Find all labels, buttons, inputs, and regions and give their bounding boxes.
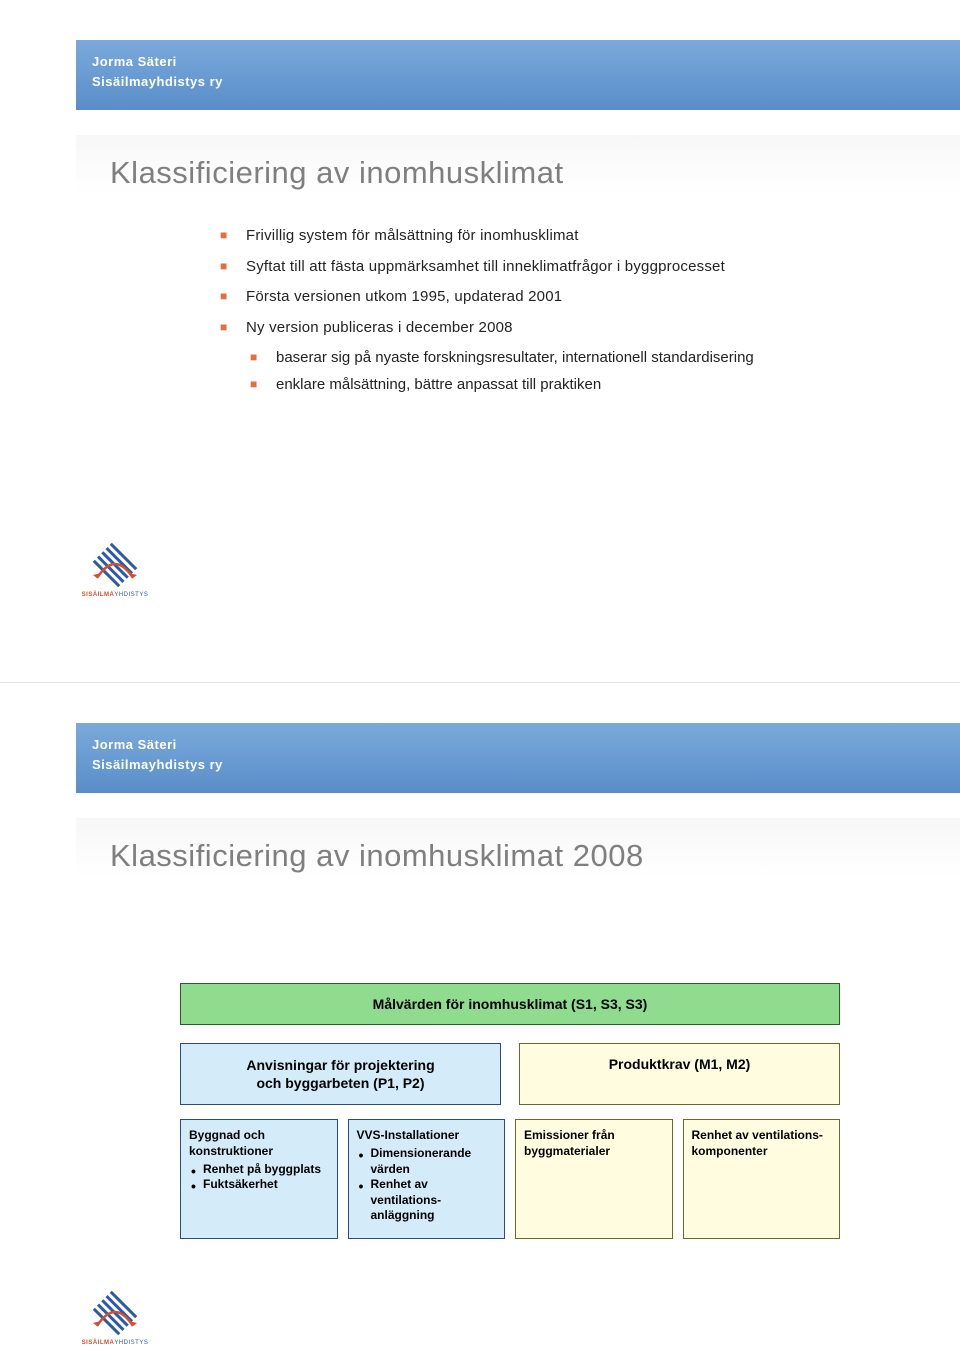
slide-2: Jorma Säteri Sisäilmayhdistys ry Klassif… (0, 683, 960, 1367)
org-logo: SISÄILMAYHDISTYS (80, 540, 150, 598)
logo-text: SISÄILMAYHDISTYS (80, 592, 150, 598)
bullet-item: Syftat till att fästa uppmärksamhet till… (220, 256, 870, 279)
mid-box-guidelines: Anvisningar för projektering och byggarb… (180, 1043, 501, 1105)
mid-box-product-req: Produktkrav (M1, M2) (519, 1043, 840, 1105)
logo-icon (85, 1288, 145, 1338)
header-band: Jorma Säteri Sisäilmayhdistys ry (76, 723, 960, 793)
bullet-item: Frivillig system för målsättning för ino… (220, 225, 870, 248)
bottom-box-vvs: VVS-Installationer Dimensionerande värde… (348, 1119, 506, 1239)
header-band: Jorma Säteri Sisäilmayhdistys ry (76, 40, 960, 110)
classification-diagram: Målvärden för inomhusklimat (S1, S3, S3)… (180, 983, 840, 1239)
logo-text: SISÄILMAYHDISTYS (80, 1340, 150, 1346)
bottom-box-emissions: Emissioner från byggmaterialer (515, 1119, 673, 1239)
top-box-targets: Målvärden för inomhusklimat (S1, S3, S3) (180, 983, 840, 1025)
bullet-item: Första versionen utkom 1995, updaterad 2… (220, 286, 870, 309)
slide-title: Klassificiering av inomhusklimat (110, 155, 564, 191)
bullet-sub-item: baserar sig på nyaste forskningsresultat… (250, 347, 870, 370)
bullet-list: Frivillig system för målsättning för ino… (220, 225, 870, 400)
slide-title: Klassificiering av inomhusklimat 2008 (110, 838, 644, 874)
bottom-box-building: Byggnad och konstruktioner Renhet på byg… (180, 1119, 338, 1239)
author-name: Jorma Säteri (92, 52, 944, 72)
bottom-box-ventilation: Renhet av ventilations- komponenter (683, 1119, 841, 1239)
diagram-row-bottom: Byggnad och konstruktioner Renhet på byg… (180, 1119, 840, 1239)
diagram-row-mid: Anvisningar för projektering och byggarb… (180, 1043, 840, 1105)
logo-icon (85, 540, 145, 590)
bullet-item: Ny version publiceras i december 2008 (220, 317, 870, 340)
author-name: Jorma Säteri (92, 735, 944, 755)
org-logo: SISÄILMAYHDISTYS (80, 1288, 150, 1346)
organization-name: Sisäilmayhdistys ry (92, 72, 944, 92)
organization-name: Sisäilmayhdistys ry (92, 755, 944, 775)
slide-1: Jorma Säteri Sisäilmayhdistys ry Klassif… (0, 0, 960, 683)
bullet-sub-item: enklare målsättning, bättre anpassat til… (250, 374, 870, 397)
